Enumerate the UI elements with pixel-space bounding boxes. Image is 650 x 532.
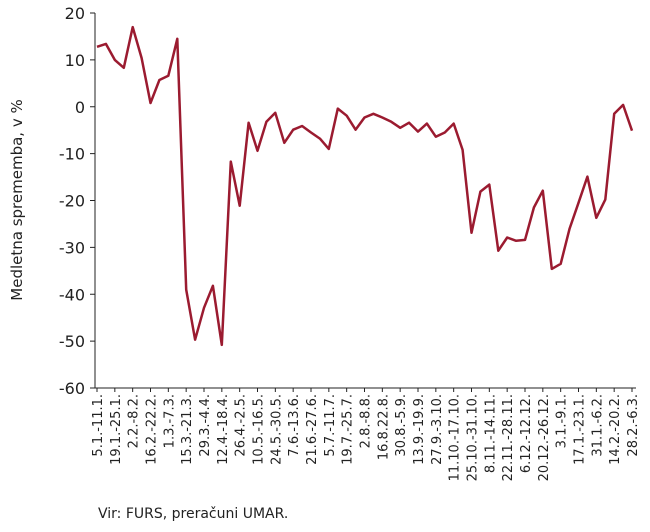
x-tick-label: 16.2.-22.2.	[145, 394, 160, 465]
y-tick-label: 10	[65, 51, 85, 70]
x-tick-label: 2.8.-8.8.	[359, 394, 374, 448]
x-tick-label: 16.8.22.8.	[376, 394, 391, 460]
x-tick-label: 15.3.-21.3.	[180, 394, 195, 465]
x-tick-label: 20.12.-26.12.	[537, 394, 552, 481]
x-tick-label: 22.11.-28.11.	[501, 394, 516, 481]
x-tick-label: 31.1.-6.2.	[590, 394, 605, 457]
x-tick-label: 19.1.-25.1.	[109, 394, 124, 465]
x-tick-label: 7.6.-13.6.	[287, 394, 302, 457]
y-tick-label: -60	[59, 379, 85, 398]
x-tick-label: 11.10.-17.10.	[448, 394, 463, 481]
y-tick-label: -20	[59, 192, 85, 211]
x-tick-label: 25.10.-31.10.	[466, 394, 481, 481]
y-tick-label: -50	[59, 332, 85, 351]
x-tick-label: 5.7.-11.7.	[323, 394, 338, 457]
x-tick-label: 10.5.-16.5.	[252, 394, 267, 465]
y-tick-label: -40	[59, 285, 85, 304]
x-tick-label: 26.4.-2.5.	[234, 394, 249, 457]
line-series	[96, 25, 634, 347]
x-tick-label: 1.3.-7.3.	[162, 394, 177, 448]
x-tick-label: 29.3.-4.4.	[198, 394, 213, 457]
y-axis-label: Medletna sprememba, v %	[8, 99, 26, 300]
y-tick-label: -10	[59, 145, 85, 164]
x-tick-label: 21.6.-27.6.	[305, 394, 320, 465]
x-tick-label: 3.1.-9.1.	[555, 394, 570, 448]
x-tick-label: 27.9.-3.10.	[430, 394, 445, 465]
y-tick-label: 20	[65, 4, 85, 23]
x-tick-label: 5.1.-11.1.	[91, 394, 106, 457]
x-tick-label: 24.5.-30.5.	[269, 394, 284, 465]
x-tick-label: 19.7.-25.7.	[341, 394, 356, 465]
x-tick-label: 17.1.-23.1.	[573, 394, 588, 465]
x-tick-label: 6.12.-12.12.	[519, 394, 534, 473]
x-tick-label: 13.9.-19.9.	[412, 394, 427, 465]
y-tick-label: -30	[59, 238, 85, 257]
x-tick-label: 8.11.-14.11.	[483, 394, 498, 473]
x-tick-label: 14.2.-20.2.	[608, 394, 623, 465]
x-tick-label: 30.8.-5.9.	[394, 394, 409, 457]
source: Vir: FURS, preračuni UMAR.	[98, 506, 288, 522]
y-tick-label: 0	[75, 98, 85, 117]
x-tick-label: 12.4.-18.4.	[216, 394, 231, 465]
x-tick-label: 28.2.-6.3.	[626, 394, 641, 457]
x-tick-label: 2.2.-8.2.	[127, 394, 142, 448]
